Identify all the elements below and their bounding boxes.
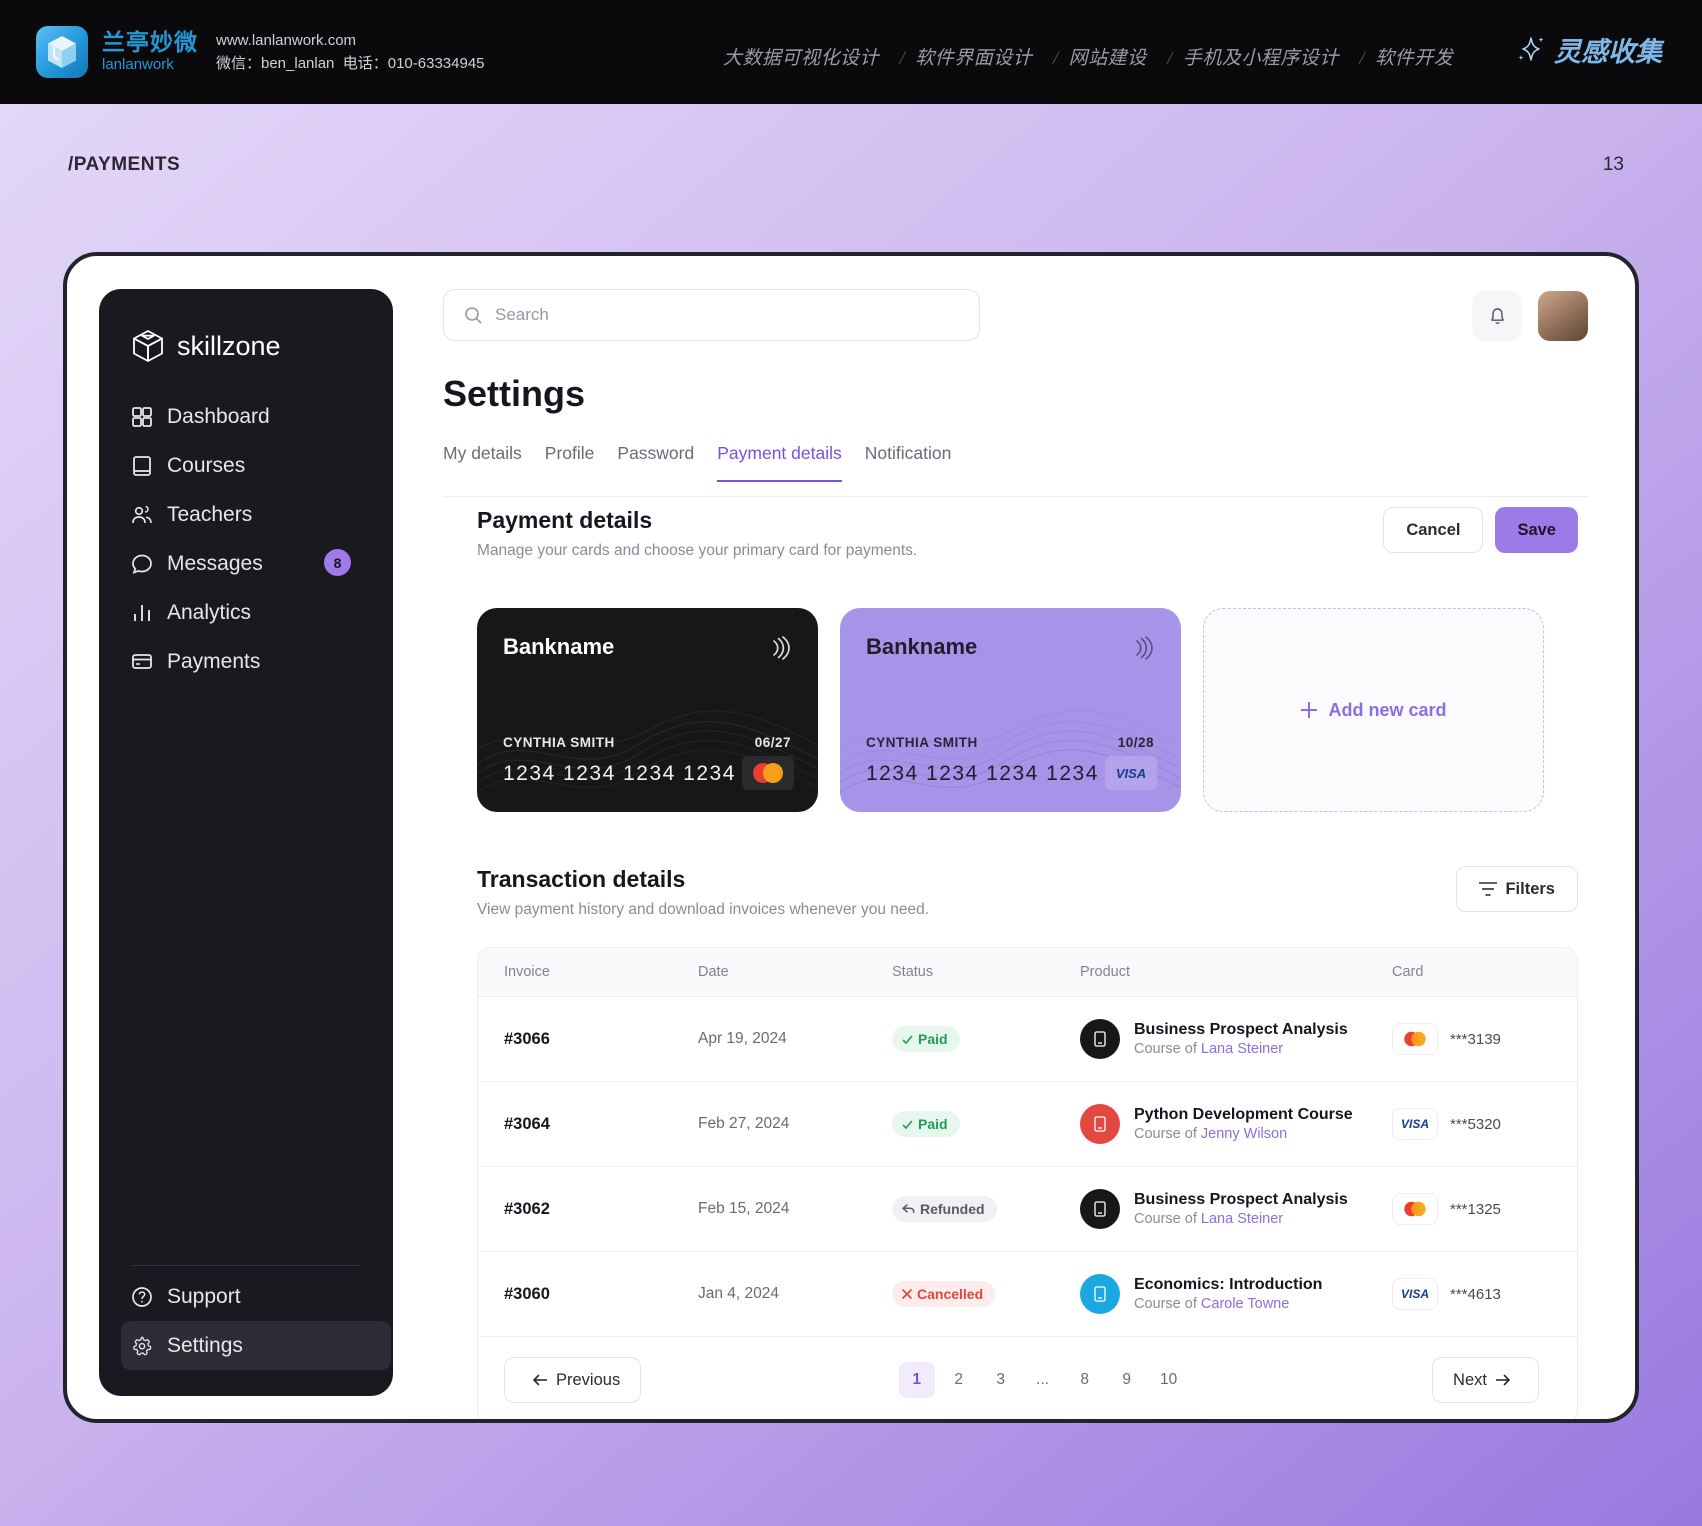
svg-text:VISA: VISA bbox=[1116, 766, 1146, 781]
